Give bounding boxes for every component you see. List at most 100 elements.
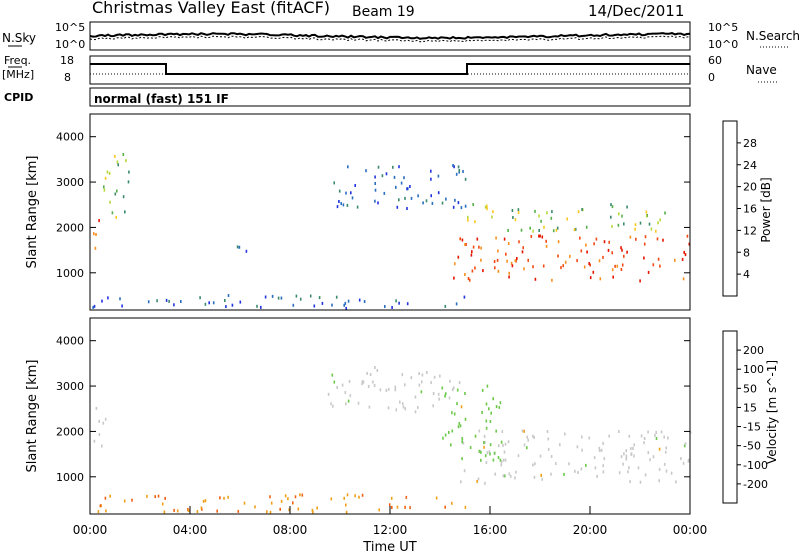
data-cell [614,264,616,268]
data-cell [345,191,347,195]
data-cell [199,296,201,300]
data-cell [467,277,470,280]
data-cell [378,508,380,512]
data-cell [633,454,635,458]
data-cell [464,392,466,395]
data-cell [485,402,488,406]
data-cell [341,383,344,387]
data-cell [114,154,116,158]
x-tick-label: 16:00 [473,523,508,537]
data-cell [367,384,370,388]
data-cell [674,258,676,262]
data-cell [486,207,488,211]
data-cell [458,169,461,172]
data-cell [421,380,423,384]
data-cell [437,392,440,396]
data-cell [430,381,432,385]
data-cell [655,430,657,434]
data-cell [116,160,119,164]
data-cell [625,457,628,461]
data-cell [396,505,399,509]
data-cell [385,388,388,392]
data-cell [551,210,553,214]
freq-right-tick-top: 60 [708,54,722,67]
data-cell [555,228,558,232]
data-cell [165,298,168,302]
data-cell [688,242,691,246]
data-cell [331,303,333,307]
data-cell [483,434,486,438]
data-cell [504,474,506,478]
data-cell [117,163,119,167]
data-cell [462,441,465,445]
data-cell [494,472,496,476]
noise-panel: N.Sky 10^5 10^0 10^5 10^0 N.Search [2,21,800,51]
data-cell [365,169,367,173]
freq-right-tick-bottom: 0 [708,71,715,84]
data-cell [621,214,623,218]
data-cell [425,199,428,203]
data-cell [588,262,590,266]
data-cell [399,400,401,404]
data-cell [588,436,591,440]
data-cell [507,229,509,232]
data-cell [472,203,474,206]
data-cell [346,493,349,497]
data-cell [104,417,107,421]
data-cell [254,505,256,509]
data-cell [333,181,335,185]
data-cell [546,211,548,215]
power-panel-frame [89,113,691,311]
data-cell [470,253,473,257]
data-cell [414,410,417,414]
data-cell [109,494,111,498]
data-cell [312,510,314,514]
data-cell [659,218,661,222]
data-cell [358,298,361,302]
data-cell [451,501,453,505]
data-cell [511,264,514,268]
data-cell [331,373,334,377]
colorbar-tick-label: 100 [743,363,764,376]
data-cell [639,279,641,283]
velocity-y-ticks: 1000 2000 3000 4000 [56,335,690,484]
data-cell [557,254,559,258]
data-cell [340,202,342,206]
x-axis-label: Time UT [362,540,416,554]
data-cell [435,496,438,500]
data-cell [492,210,494,214]
data-cell [464,273,466,276]
data-cell [602,255,604,259]
data-cell [97,510,100,514]
data-cell [539,234,541,238]
velocity-panel: 1000 2000 3000 4000 Slant Range [km] 200 100… [25,317,779,515]
data-cell [122,195,125,199]
cpid-label: CPID [4,91,33,104]
data-cell [626,250,628,254]
data-cell [461,457,463,461]
colorbar-tick-label: -100 [743,459,768,472]
data-cell [514,259,517,263]
data-cell [426,371,428,374]
data-cell [453,412,456,416]
data-cell [534,277,537,281]
data-cell [564,432,566,436]
data-cell [430,177,432,181]
data-cell [379,388,382,392]
data-cell [313,304,316,308]
data-cell [114,192,117,196]
data-cell [99,504,102,508]
data-cell [343,303,345,307]
data-cell [506,259,508,263]
data-cell [400,181,403,185]
noise-search-line [89,35,691,43]
data-cell [395,299,397,303]
data-cell [645,210,648,214]
data-cell [461,438,464,442]
data-cell [485,419,488,423]
data-cell [492,458,495,462]
data-cell [432,404,434,408]
x-tick-label: 04:00 [173,523,208,537]
data-cell [395,408,398,412]
data-cell [348,379,351,383]
